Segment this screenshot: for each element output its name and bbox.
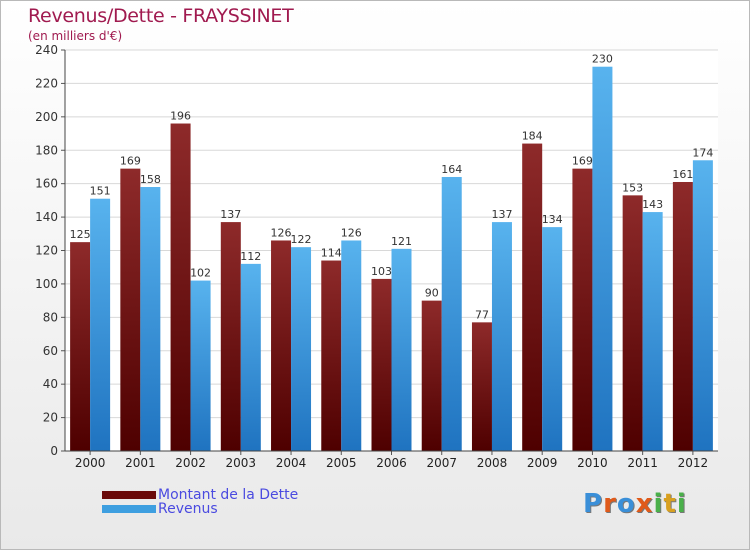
bar-revenus bbox=[441, 176, 462, 451]
bar-revenus bbox=[240, 263, 261, 451]
x-tick-label: 2003 bbox=[226, 456, 257, 470]
bar-dette bbox=[471, 322, 492, 451]
bar-dette bbox=[120, 168, 141, 452]
x-tick-label: 2012 bbox=[678, 456, 709, 470]
y-tick-label: 200 bbox=[35, 110, 58, 124]
x-tick-label: 2009 bbox=[527, 456, 558, 470]
bar-revenus bbox=[291, 247, 312, 451]
data-label: 126 bbox=[341, 226, 362, 239]
x-tick-label: 2001 bbox=[125, 456, 156, 470]
data-label: 143 bbox=[642, 198, 663, 211]
data-label: 103 bbox=[371, 265, 392, 278]
y-tick-label: 60 bbox=[43, 344, 58, 358]
x-tick-label: 2005 bbox=[326, 456, 357, 470]
data-label: 121 bbox=[391, 235, 412, 248]
data-label: 161 bbox=[672, 168, 693, 181]
logo-letter: r bbox=[603, 489, 617, 519]
data-label: 151 bbox=[90, 185, 111, 198]
data-label: 134 bbox=[542, 213, 563, 226]
bar-revenus bbox=[190, 280, 211, 451]
bar-dette bbox=[572, 168, 593, 452]
data-label: 137 bbox=[220, 208, 241, 221]
bar-revenus bbox=[642, 212, 663, 451]
y-tick-label: 80 bbox=[43, 310, 58, 324]
x-tick-label: 2004 bbox=[276, 456, 307, 470]
data-label: 77 bbox=[475, 308, 489, 321]
x-tick-label: 2000 bbox=[75, 456, 106, 470]
data-label: 184 bbox=[522, 130, 543, 143]
bar-revenus bbox=[592, 66, 613, 451]
y-tick-label: 120 bbox=[35, 244, 58, 258]
data-label: 102 bbox=[190, 267, 211, 280]
y-tick-label: 140 bbox=[35, 210, 58, 224]
legend-label-dette: Montant de la Dette bbox=[158, 487, 299, 503]
data-label: 158 bbox=[140, 173, 161, 186]
data-label: 153 bbox=[622, 181, 643, 194]
x-tick-label: 2011 bbox=[627, 456, 658, 470]
bar-dette bbox=[271, 240, 292, 451]
legend-swatch-revenus bbox=[102, 505, 156, 513]
bar-revenus bbox=[542, 227, 563, 451]
data-label: 137 bbox=[491, 208, 512, 221]
data-label: 90 bbox=[425, 287, 439, 300]
bar-revenus bbox=[90, 198, 111, 451]
logo-letter: P bbox=[583, 489, 604, 519]
data-label: 169 bbox=[572, 155, 593, 168]
bar-revenus bbox=[341, 240, 362, 451]
bar-revenus bbox=[140, 187, 161, 451]
bar-dette bbox=[70, 242, 91, 451]
bar-dette bbox=[622, 195, 643, 451]
bar-revenus bbox=[692, 160, 713, 451]
legend-swatch-dette bbox=[102, 491, 156, 499]
y-tick-label: 180 bbox=[35, 143, 58, 157]
legend-label-revenus: Revenus bbox=[158, 501, 218, 517]
chart-subtitle: (en milliers d'€) bbox=[28, 29, 123, 43]
bar-dette bbox=[522, 143, 543, 452]
data-label: 122 bbox=[291, 233, 312, 246]
bar-dette bbox=[672, 181, 693, 451]
logo-letter: i bbox=[676, 489, 687, 519]
y-tick-label: 0 bbox=[50, 444, 58, 458]
logo-letter: x bbox=[635, 489, 654, 519]
y-tick-label: 160 bbox=[35, 177, 58, 191]
x-tick-label: 2007 bbox=[426, 456, 457, 470]
bar-dette bbox=[321, 260, 342, 451]
x-tick-label: 2006 bbox=[376, 456, 407, 470]
logo-letter: o bbox=[616, 489, 636, 519]
data-label: 174 bbox=[692, 146, 713, 159]
bar-dette bbox=[421, 300, 442, 451]
x-tick-label: 2002 bbox=[175, 456, 206, 470]
bar-dette bbox=[170, 123, 191, 452]
logo-letter: t bbox=[663, 489, 677, 519]
data-label: 169 bbox=[120, 155, 141, 168]
logo-letter: i bbox=[653, 489, 664, 519]
data-label: 114 bbox=[321, 247, 342, 260]
x-tick-label: 2008 bbox=[477, 456, 508, 470]
y-tick-label: 40 bbox=[43, 377, 58, 391]
y-tick-label: 100 bbox=[35, 277, 58, 291]
bar-revenus bbox=[491, 222, 512, 451]
data-label: 112 bbox=[240, 250, 261, 263]
data-label: 230 bbox=[592, 53, 613, 66]
bar-dette bbox=[220, 222, 241, 451]
legend-item-revenus: Revenus bbox=[102, 502, 218, 516]
data-label: 126 bbox=[271, 226, 292, 239]
bar-revenus bbox=[391, 248, 412, 451]
x-tick-label: 2010 bbox=[577, 456, 608, 470]
data-label: 164 bbox=[441, 163, 462, 176]
data-label: 125 bbox=[70, 228, 91, 241]
y-tick-label: 220 bbox=[35, 76, 58, 90]
legend-item-dette: Montant de la Dette bbox=[102, 488, 298, 502]
y-tick-label: 240 bbox=[35, 43, 58, 57]
bar-dette bbox=[371, 278, 392, 451]
y-tick-label: 20 bbox=[43, 411, 58, 425]
chart-title: Revenus/Dette - FRAYSSINET bbox=[28, 5, 294, 27]
data-label: 196 bbox=[170, 110, 191, 123]
proxiti-logo: Proxiti bbox=[583, 489, 687, 519]
